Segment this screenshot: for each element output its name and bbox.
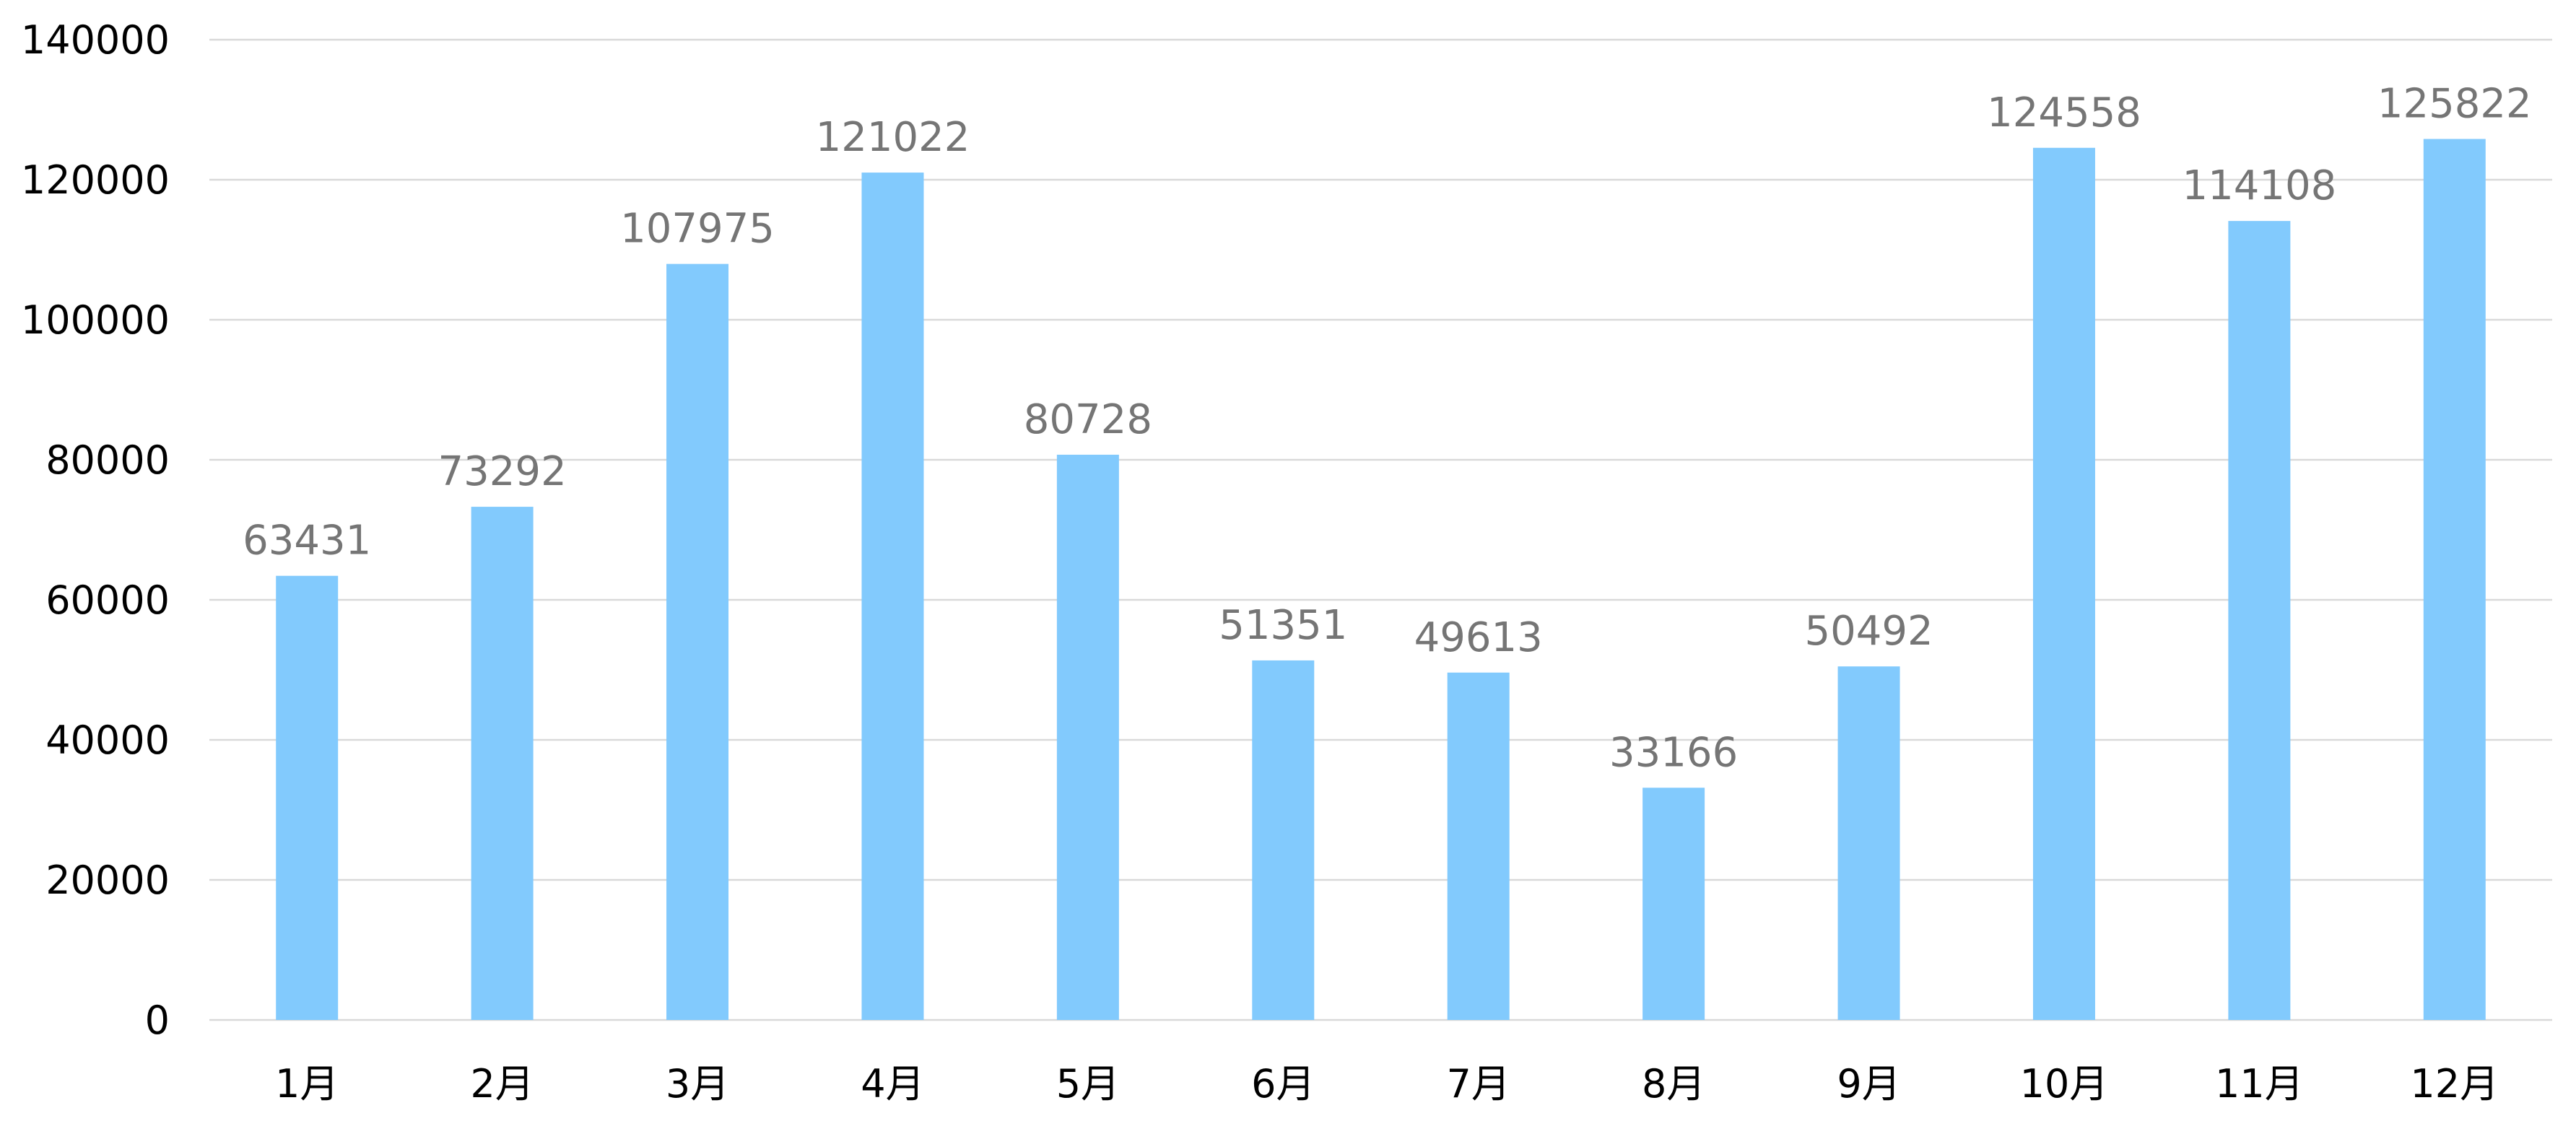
gridlines bbox=[209, 38, 2552, 1021]
bar bbox=[276, 575, 339, 1020]
x-tick-label: 8月 bbox=[1642, 1061, 1705, 1107]
bar bbox=[2423, 139, 2486, 1020]
bar bbox=[2032, 147, 2095, 1021]
data-label: 33166 bbox=[1609, 729, 1738, 776]
bar bbox=[861, 173, 924, 1021]
x-tick-label: 9月 bbox=[1837, 1061, 1900, 1107]
data-label: 50492 bbox=[1804, 608, 1933, 655]
data-label: 51351 bbox=[1219, 602, 1347, 649]
x-tick-label: 7月 bbox=[1447, 1061, 1510, 1107]
y-axis-tick-labels: 0 20000 40000 60000 80000 100000 120000 140000 bbox=[21, 17, 170, 1043]
y-tick-label: 80000 bbox=[45, 437, 170, 483]
x-tick-label: 3月 bbox=[666, 1061, 729, 1107]
data-label: 63431 bbox=[243, 518, 371, 564]
data-label: 80728 bbox=[1024, 396, 1152, 443]
bar bbox=[1447, 672, 1510, 1020]
data-label: 124558 bbox=[1987, 90, 2141, 136]
x-tick-label: 10月 bbox=[2020, 1061, 2109, 1107]
x-tick-label: 12月 bbox=[2410, 1061, 2499, 1107]
x-tick-label: 1月 bbox=[275, 1061, 339, 1107]
y-tick-label: 120000 bbox=[21, 157, 170, 203]
x-tick-label: 4月 bbox=[861, 1061, 924, 1107]
data-label: 114108 bbox=[2182, 162, 2336, 209]
bars bbox=[276, 139, 2486, 1021]
bar bbox=[1056, 454, 1119, 1020]
x-tick-label: 5月 bbox=[1056, 1061, 1120, 1107]
y-tick-label: 100000 bbox=[21, 297, 170, 343]
y-tick-label: 20000 bbox=[45, 858, 170, 903]
x-tick-label: 11月 bbox=[2215, 1061, 2304, 1107]
y-tick-label: 0 bbox=[145, 998, 170, 1043]
x-tick-label: 2月 bbox=[470, 1061, 534, 1107]
x-tick-label: 6月 bbox=[1251, 1061, 1315, 1107]
bar bbox=[1642, 788, 1705, 1020]
data-label: 125822 bbox=[2377, 81, 2532, 128]
data-label: 107975 bbox=[620, 206, 775, 253]
x-axis-tick-labels: 1月 2月 3月 4月 5月 6月 7月 8月 9月 10月 11月 12月 bbox=[275, 1061, 2499, 1107]
bar bbox=[1252, 660, 1315, 1020]
data-labels: 63431 73292 107975 121022 80728 51351 49613 331… bbox=[243, 81, 2532, 777]
data-label: 73292 bbox=[438, 448, 567, 495]
y-tick-label: 140000 bbox=[21, 17, 170, 63]
data-label: 121022 bbox=[816, 114, 970, 161]
bar bbox=[1837, 666, 1900, 1020]
y-tick-label: 40000 bbox=[45, 718, 170, 763]
bar bbox=[471, 507, 534, 1020]
bar bbox=[2228, 221, 2291, 1021]
y-tick-label: 60000 bbox=[45, 577, 170, 623]
data-label: 49613 bbox=[1414, 614, 1543, 661]
bar bbox=[666, 263, 729, 1021]
